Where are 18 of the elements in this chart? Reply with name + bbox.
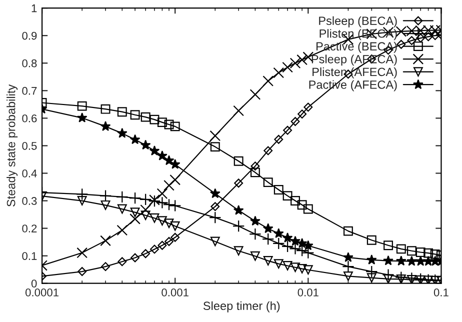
y-tick-label: 0.7 <box>22 86 37 95</box>
y-tick-label: 0.4 <box>22 170 37 178</box>
legend-label: Psleep (BECA) <box>319 16 397 28</box>
x-tick-label: 0.1 <box>434 288 448 296</box>
y-tick-label: 0.5 <box>22 142 37 150</box>
y-tick-label: 1 <box>32 4 37 12</box>
y-tick-label: 0.2 <box>22 224 37 232</box>
x-axis-title: Sleep timer (h) <box>203 301 280 312</box>
x-tick-label: 0.01 <box>298 288 318 296</box>
x-tick-label: 0.0001 <box>25 288 58 296</box>
y-tick-label: 0.1 <box>22 252 37 260</box>
y-tick-label: 0 <box>31 280 37 288</box>
y-tick-label: 0.3 <box>22 197 37 205</box>
y-axis-title: Steady state probability <box>6 84 18 207</box>
y-tick-label: 0.9 <box>22 32 37 40</box>
x-tick-label: 0.001 <box>162 288 188 296</box>
y-tick-label: 0.6 <box>22 114 37 122</box>
y-tick-label: 0.8 <box>22 59 37 68</box>
